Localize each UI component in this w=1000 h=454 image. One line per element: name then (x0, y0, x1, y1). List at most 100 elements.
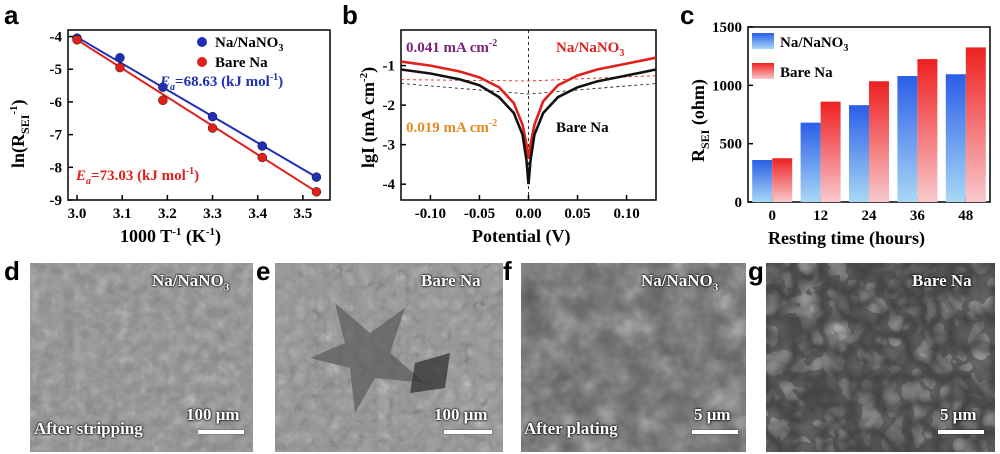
bars-c (752, 47, 986, 203)
legend-marker-na-nano3-a (197, 37, 207, 47)
sem-texture-d (30, 263, 253, 452)
x-tick-label-a: 3.1 (113, 206, 132, 222)
x-tick-label-b: 0.10 (613, 206, 639, 222)
bar-na-nano3 (945, 74, 966, 202)
x-tick-label-c: 24 (862, 208, 878, 224)
scale-bar-e (444, 430, 492, 434)
curve-label-bare-na-b: Bare Na (556, 120, 609, 136)
ticks-a: 3.0 3.1 3.2 3.3 3.4 3.5 -4 -5 -6 -7 -8 -9 (50, 30, 313, 222)
bar-bare-na (772, 158, 793, 202)
data-point-na-nano3 (158, 82, 168, 92)
legend-marker-bare-na-a (197, 57, 207, 67)
legend-label-bare-na-c: Bare Na (780, 65, 833, 81)
pit-crater-2 (410, 353, 450, 393)
sem-texture-e (275, 263, 503, 452)
x-tick-label-a: 3.3 (203, 206, 222, 222)
panel-letter-c: c (680, 0, 694, 30)
x-axis-label-b: Potential (V) (472, 226, 570, 247)
y-axis-label-c: RSEI (ohm) (688, 79, 712, 162)
sem-caption-d: After stripping (34, 419, 143, 438)
y-axis-label-b: lgI (mA cm-2) (358, 67, 379, 168)
legend-label-na-nano3-a: Na/NaNO3 (215, 35, 283, 54)
sem-texture-g (766, 263, 995, 452)
bar-na-nano3 (752, 160, 773, 202)
tafel-curve-bare-na (400, 68, 657, 185)
fit-line-na-nano3 (76, 36, 317, 178)
bar-bare-na (965, 47, 986, 202)
x-axis-label-a: 1000 T-1 (K-1) (120, 226, 221, 247)
x-tick-label-a: 3.0 (68, 206, 87, 222)
activation-energy-bare-na: Ea=73.03 (kJ mol-1) (75, 166, 199, 187)
scale-label-e: 100 μm (434, 405, 488, 424)
data-point-bare-na (115, 62, 125, 73)
ticks-c: 0 500 1000 1500 0 12 24 36 48 (712, 20, 973, 224)
x-tick-label-b: 0.00 (515, 206, 541, 222)
data-point-bare-na (311, 187, 322, 197)
y-tick-label-c: 1500 (712, 20, 742, 36)
y-tick-label-b: -3 (383, 138, 396, 154)
x-tick-label-b: -0.10 (415, 206, 446, 222)
y-tick-label-a: -9 (50, 193, 63, 209)
panel-c-bar-chart: c 0 500 1000 1500 0 12 24 36 48 Na/NaNO3 Bare Na… (680, 0, 991, 249)
data-points-a (72, 33, 322, 197)
data-point-na-nano3 (311, 172, 322, 182)
y-tick-label-a: -5 (50, 62, 63, 78)
panel-letter-a: a (4, 0, 19, 30)
scale-bar-d (198, 430, 244, 434)
sem-label-f: Na/NaNO3 (641, 271, 719, 294)
exchange-current-na-nano3: 0.041 mA cm-2 (406, 38, 497, 56)
ticks-b: -0.10 -0.05 0.00 0.05 0.10 -1 -2 -3 -4 (383, 59, 640, 222)
sem-image-f (521, 263, 746, 452)
y-tick-label-b: -2 (383, 98, 396, 114)
panel-letter-b: b (342, 0, 358, 30)
sem-label-e: Bare Na (421, 271, 481, 290)
y-tick-label-b: -4 (383, 177, 396, 193)
data-point-bare-na (72, 35, 82, 45)
y-tick-label-c: 1000 (712, 78, 742, 94)
tafel-extrapolation-bare-na (400, 83, 657, 95)
legend-label-na-nano3-c: Na/NaNO3 (780, 35, 848, 54)
y-tick-label-b: -1 (383, 59, 396, 75)
sem-image-e (275, 263, 503, 452)
data-point-bare-na (257, 152, 267, 163)
panel-letter-d: d (4, 256, 20, 286)
y-tick-label-a: -8 (50, 160, 63, 176)
scale-label-g: 5 μm (940, 405, 977, 424)
pit-crater-1 (310, 303, 425, 413)
scale-bar-f (692, 430, 738, 434)
panel-letter-f: f (503, 256, 512, 286)
activation-energy-na-nano3: Ea=68.63 (kJ mol-1) (159, 72, 283, 93)
sem-image-d (30, 263, 253, 452)
sem-texture-f (521, 263, 746, 452)
x-tick-label-b: 0.05 (564, 206, 590, 222)
exchange-current-bare-na: 0.019 mA cm-2 (406, 118, 497, 136)
scale-bar-g (938, 430, 984, 434)
y-tick-label-c: 0 (735, 195, 743, 211)
data-point-na-nano3 (207, 111, 218, 122)
legend-swatch-bare-na-c (752, 63, 774, 79)
data-point-bare-na (207, 123, 218, 133)
sem-label-d: Na/NaNO3 (152, 271, 230, 294)
x-tick-label-c: 12 (813, 208, 828, 224)
bar-bare-na (820, 101, 841, 202)
x-tick-label-c: 48 (958, 208, 973, 224)
y-tick-label-a: -7 (50, 128, 63, 144)
sem-image-g (766, 263, 995, 452)
legend-swatch-na-nano3-c (752, 33, 774, 49)
x-tick-label-a: 3.5 (294, 206, 313, 222)
scale-label-f: 5 μm (694, 405, 731, 424)
panel-letter-g: g (748, 256, 764, 286)
bar-na-nano3 (897, 76, 918, 202)
data-point-na-nano3 (257, 141, 267, 151)
sem-caption-f: After plating (524, 419, 618, 438)
y-tick-label-a: -6 (50, 95, 63, 111)
x-tick-label-c: 0 (768, 208, 776, 224)
legend-label-bare-na-a: Bare Na (215, 55, 268, 71)
data-point-bare-na (158, 95, 168, 105)
curve-label-na-nano3-b: Na/NaNO3 (556, 40, 624, 59)
y-axis-label-a: ln(RSEI-1) (8, 99, 32, 168)
panel-a-arrhenius-plot: a 3.0 3.1 3.2 3.3 3.4 3.5 -4 -5 -6 -7 -8 -9 Na/NaNO… (4, 0, 331, 247)
tafel-curves-b (400, 56, 657, 185)
plot-frame-a (67, 29, 331, 201)
